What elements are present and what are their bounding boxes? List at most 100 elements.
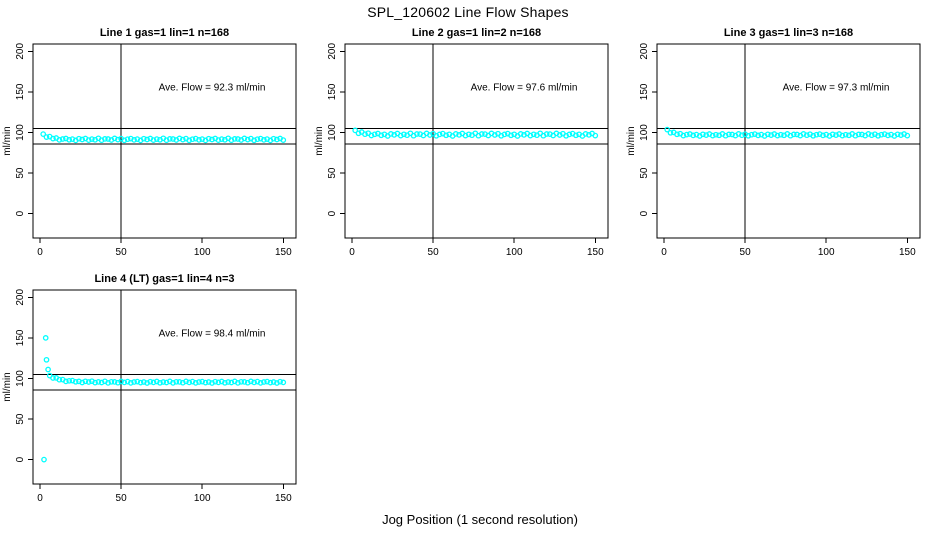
y-tick-label: 50 <box>639 167 650 179</box>
y-axis-unit-label: ml/min <box>626 126 637 155</box>
data-point <box>414 131 420 137</box>
data-point <box>186 379 193 386</box>
data-point <box>108 378 115 385</box>
data-points <box>664 126 911 139</box>
plot-box <box>344 43 609 239</box>
data-point <box>179 136 186 143</box>
panel-3: 0 50 100 150 0 50 100 150 200 ml/min Line 3 gas=1 … <box>626 27 921 258</box>
y-tick-label: 100 <box>15 370 26 387</box>
data-point <box>267 379 274 386</box>
data-point <box>803 132 810 139</box>
y-tick-label: 100 <box>327 124 338 141</box>
data-point <box>72 378 79 385</box>
data-point <box>199 378 206 385</box>
y-tick-label: 200 <box>639 43 650 60</box>
data-point <box>690 132 697 139</box>
axis-ticks <box>340 50 596 243</box>
data-point <box>703 132 710 138</box>
data-points <box>40 131 287 144</box>
x-tick-label: 150 <box>275 493 292 504</box>
data-point <box>66 377 73 384</box>
data-points <box>41 335 287 463</box>
y-tick-label: 0 <box>327 210 338 216</box>
data-point <box>131 379 137 385</box>
x-tick-label: 50 <box>116 493 128 504</box>
data-point <box>452 131 459 137</box>
data-point <box>664 126 671 133</box>
data-point <box>280 137 287 143</box>
data-point <box>105 380 111 386</box>
data-point <box>105 136 111 142</box>
x-tick-label: 0 <box>37 493 43 504</box>
data-point <box>875 132 881 139</box>
data-point <box>683 131 690 138</box>
data-point <box>592 132 599 139</box>
data-point <box>543 131 550 137</box>
data-point <box>257 380 264 386</box>
data-point <box>829 131 836 138</box>
y-tick-label: 200 <box>15 43 26 60</box>
data-point <box>898 132 904 138</box>
data-point <box>241 135 248 142</box>
data-point <box>98 379 105 386</box>
data-point <box>261 137 267 143</box>
panel-title: Line 1 gas=1 lin=1 n=168 <box>100 27 229 39</box>
data-point <box>111 379 118 385</box>
panel-4: 0 50 100 150 0 50 100 150 200 ml/min Line 4 (LT) g… <box>2 273 297 504</box>
data-point <box>855 131 862 138</box>
panel-2: 0 50 100 150 0 50 100 150 200 ml/min Line 2 gas=1 … <box>314 27 609 258</box>
axis-ticks <box>652 50 908 243</box>
data-point <box>40 131 47 137</box>
data-point <box>127 380 134 386</box>
axis-ticks <box>28 296 284 489</box>
ave-flow-annotation: Ave. Flow = 92.3 ml/min <box>159 82 266 93</box>
data-point <box>713 131 719 138</box>
data-point <box>261 379 267 385</box>
x-tick-label: 150 <box>899 247 916 258</box>
data-point <box>153 136 160 142</box>
data-point <box>530 131 537 138</box>
data-point <box>160 379 167 385</box>
y-tick-label: 50 <box>15 167 26 179</box>
data-point <box>401 131 407 138</box>
data-point <box>729 131 735 138</box>
data-point <box>820 132 826 139</box>
data-point <box>150 379 157 386</box>
data-point <box>700 131 706 138</box>
data-point <box>388 131 394 137</box>
data-point <box>582 131 589 137</box>
y-tick-label: 200 <box>327 43 338 60</box>
data-point <box>150 137 157 143</box>
data-point <box>270 135 277 142</box>
data-point <box>170 136 176 142</box>
data-point <box>794 131 800 138</box>
data-point <box>231 136 238 142</box>
data-point <box>878 131 885 138</box>
data-point <box>196 379 202 385</box>
panel-title: Line 3 gas=1 lin=3 n=168 <box>724 27 853 39</box>
data-point <box>839 132 846 139</box>
data-point <box>813 131 820 138</box>
data-point <box>745 132 752 139</box>
data-point <box>137 379 144 386</box>
data-point <box>189 136 196 143</box>
axis-ticks <box>28 50 284 243</box>
reference-lines <box>33 290 296 484</box>
y-axis-unit-label: ml/min <box>314 126 325 155</box>
data-point <box>739 132 745 139</box>
x-tick-label: 50 <box>116 247 128 258</box>
data-point <box>202 379 209 386</box>
data-point <box>95 379 102 385</box>
data-point <box>254 136 261 143</box>
data-point <box>885 132 891 139</box>
y-axis-unit-label: ml/min <box>2 126 13 155</box>
data-point <box>264 378 270 385</box>
data-point <box>368 132 375 139</box>
data-point <box>131 137 137 143</box>
data-point <box>43 134 50 140</box>
data-point <box>251 379 257 386</box>
data-point <box>205 379 212 385</box>
data-point <box>225 379 232 385</box>
outlier-point <box>45 366 51 373</box>
